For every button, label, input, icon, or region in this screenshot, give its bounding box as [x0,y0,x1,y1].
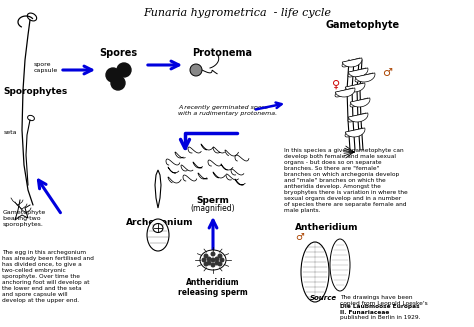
Text: Gametophyte: Gametophyte [326,20,400,30]
Text: Funaria hygrometrica  - life cycle: Funaria hygrometrica - life cycle [143,8,331,18]
Text: seta: seta [4,129,18,134]
Circle shape [211,258,215,262]
Circle shape [117,63,131,77]
Circle shape [202,258,206,262]
Polygon shape [335,88,353,97]
Text: Sporophytes: Sporophytes [3,87,67,96]
Text: Protonema: Protonema [192,48,252,58]
Polygon shape [348,113,368,122]
Circle shape [215,261,219,265]
Circle shape [218,254,222,258]
Circle shape [190,64,202,76]
Polygon shape [355,73,375,82]
Polygon shape [342,58,362,67]
Ellipse shape [330,239,350,291]
Text: Source: Source [310,295,337,301]
Polygon shape [345,83,363,92]
Text: Archegonium: Archegonium [126,218,194,227]
Text: Antheridium
releasing sperm: Antheridium releasing sperm [178,278,248,297]
Ellipse shape [301,242,329,302]
Circle shape [218,262,222,266]
Circle shape [204,262,208,266]
Polygon shape [335,88,355,97]
Text: Die Laubmoose Europas
II. Funariaceae: Die Laubmoose Europas II. Funariaceae [340,304,419,321]
Polygon shape [345,83,365,92]
Polygon shape [355,73,373,82]
Circle shape [111,76,125,90]
Text: ♀: ♀ [156,227,164,237]
Polygon shape [348,68,368,77]
Text: In this species a given gametophyte can
develop both female and male sexual
orga: In this species a given gametophyte can … [284,148,408,213]
Text: Sperm: Sperm [197,196,229,205]
Circle shape [204,254,208,258]
Text: published in Berlin in 1929.: published in Berlin in 1929. [340,315,420,320]
Circle shape [207,257,211,261]
Text: Antheridium: Antheridium [295,223,358,232]
Text: Spores: Spores [99,48,137,58]
Text: (magnified): (magnified) [191,204,235,213]
Ellipse shape [153,223,163,232]
Text: A recently germinated spore
with a rudimentary protonema.: A recently germinated spore with a rudim… [178,105,277,116]
Circle shape [211,252,215,256]
Circle shape [215,257,219,261]
Polygon shape [350,98,370,107]
Polygon shape [345,128,363,137]
Text: Gametophyte
bearing two
sporophytes.: Gametophyte bearing two sporophytes. [3,210,46,227]
Circle shape [211,263,215,267]
Polygon shape [348,113,366,122]
Polygon shape [345,128,365,137]
Ellipse shape [200,250,226,270]
Text: The drawings have been
copied from Leopold Loeske's: The drawings have been copied from Leopo… [340,295,428,312]
Polygon shape [348,68,366,77]
Circle shape [207,261,211,265]
Text: The egg in this archegonium
has already been fertilised and
has divided once, to: The egg in this archegonium has already … [2,250,94,303]
Text: spore
capsule: spore capsule [34,62,58,73]
Text: ♀: ♀ [332,80,340,90]
Polygon shape [342,58,360,67]
Circle shape [106,68,120,82]
Circle shape [220,258,224,262]
Text: ♂: ♂ [382,68,392,78]
Ellipse shape [147,219,169,251]
Text: ♂: ♂ [295,232,304,242]
Polygon shape [350,98,368,107]
Polygon shape [155,170,161,208]
